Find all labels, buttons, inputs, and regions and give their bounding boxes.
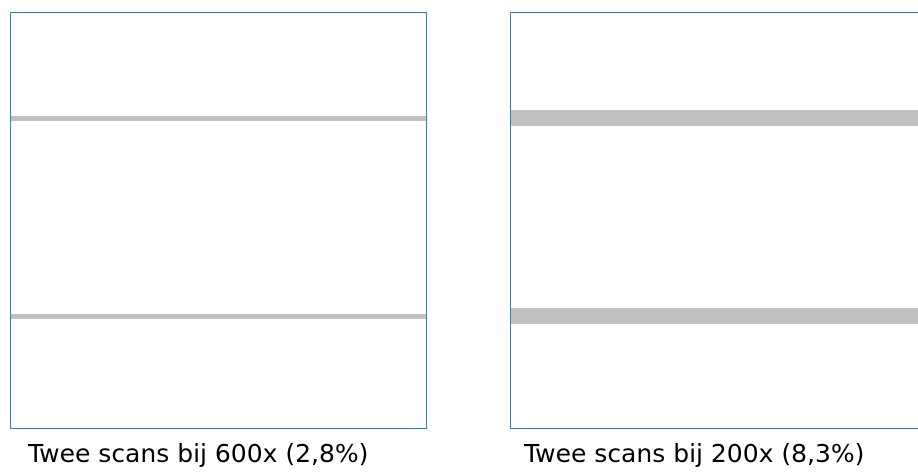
- caption: Twee scans bij 600x (2,8%): [28, 439, 369, 468]
- caption: Twee scans bij 200x (8,3%): [524, 439, 865, 468]
- scan-line: [511, 110, 918, 126]
- scan-panel: [10, 12, 427, 429]
- scan-line: [11, 314, 426, 319]
- scan-panel: [510, 12, 918, 429]
- scan-line: [511, 308, 918, 324]
- scan-line: [11, 116, 426, 121]
